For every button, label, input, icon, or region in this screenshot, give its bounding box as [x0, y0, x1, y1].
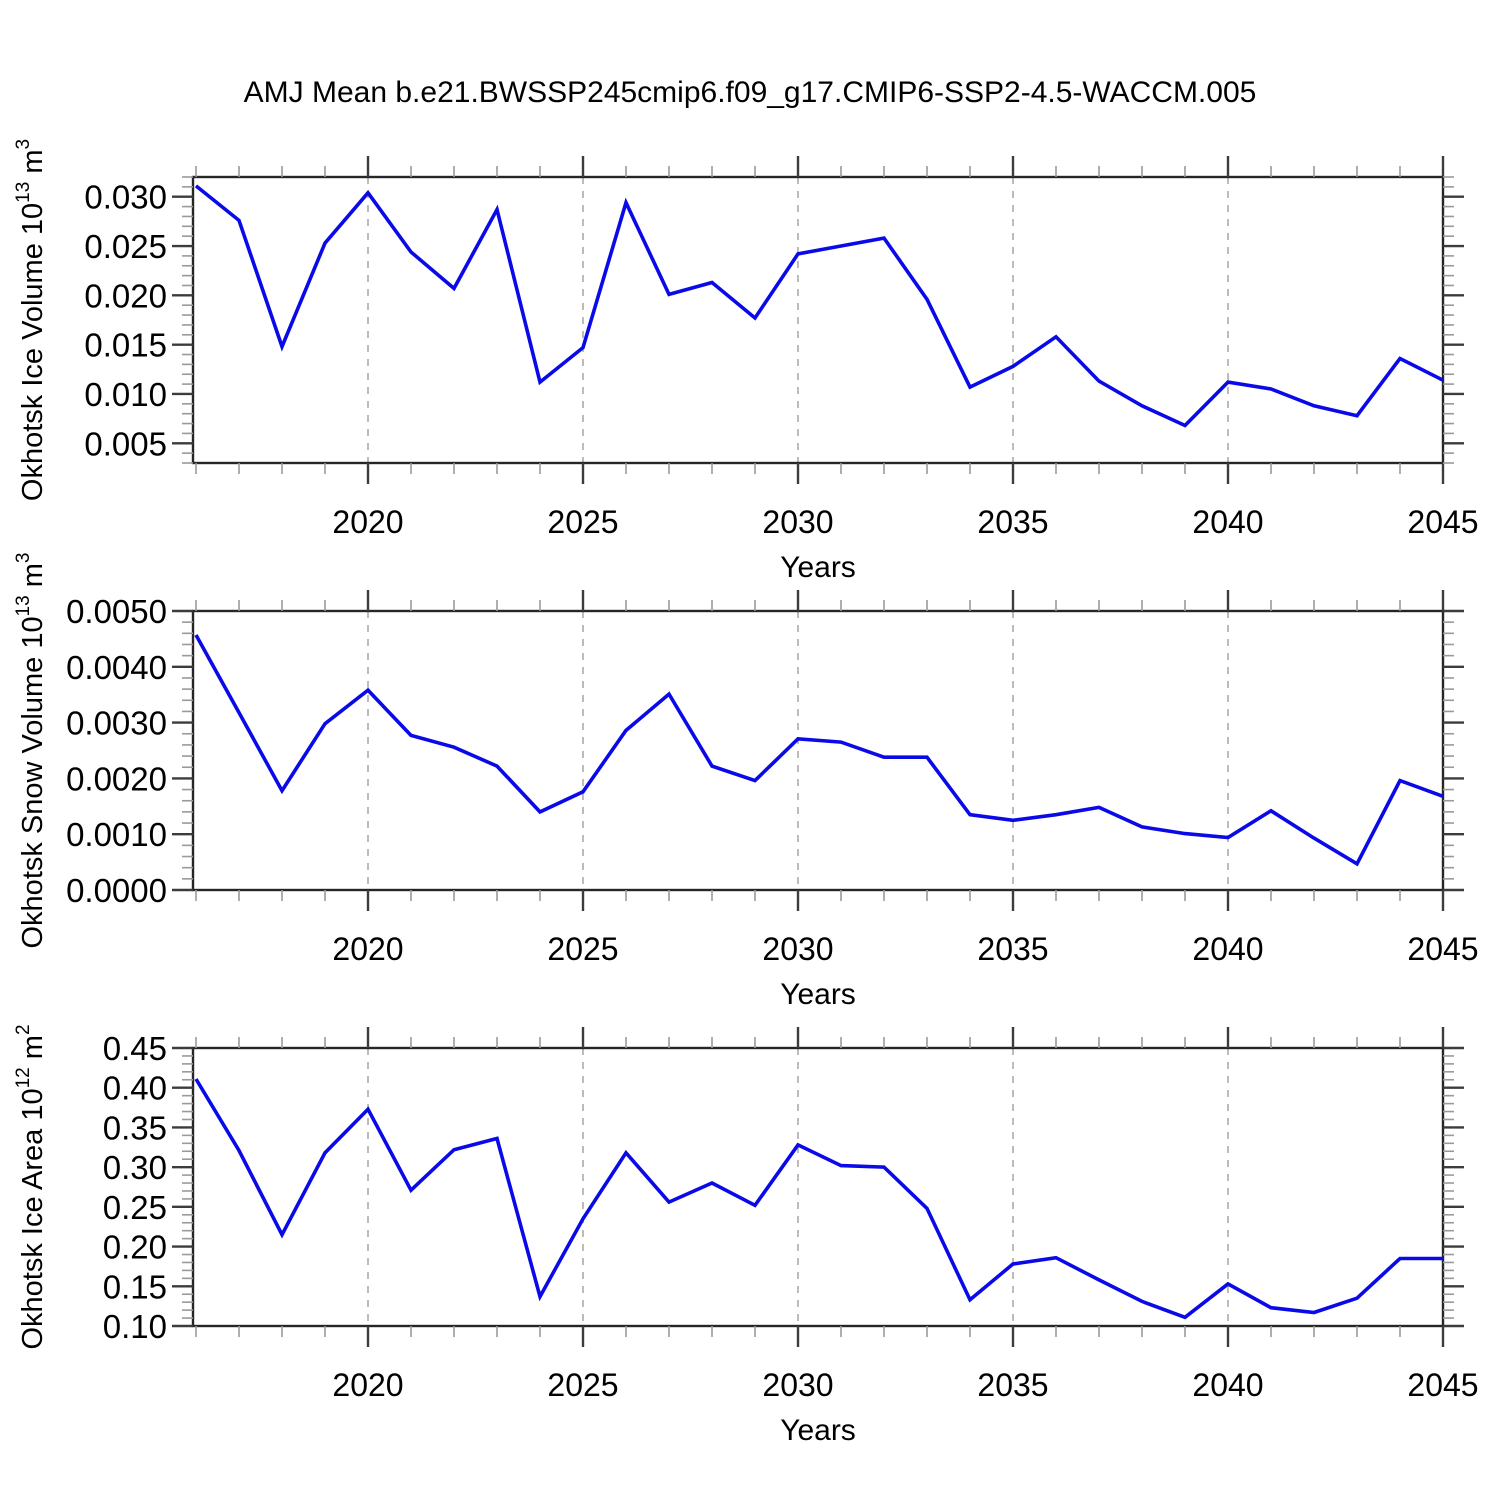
- x-axis-title: Years: [780, 1414, 856, 1447]
- x-tick-label: 2020: [332, 1367, 403, 1403]
- plot-frame: [191, 175, 1445, 465]
- x-axis-title: Years: [780, 551, 856, 584]
- y-tick-label: 0.005: [84, 425, 167, 462]
- x-tick-label: 2040: [1192, 1367, 1263, 1403]
- panel-okhotsk-ice-area: 0.100.150.200.250.300.350.400.45 2020 2025…: [13, 1024, 1479, 1447]
- y-tick-label: 0.30: [103, 1149, 167, 1186]
- y-tick-label: 0.15: [103, 1268, 167, 1305]
- x-ticks: [195, 156, 1445, 484]
- y-tick-label: 0.025: [84, 228, 167, 265]
- okhotsk-snow-volume-line: [194, 634, 1444, 867]
- x-tick-label: 2030: [762, 931, 833, 967]
- y-tick-labels: 0.005 0.010 0.015 0.020 0.025 0.030: [84, 179, 167, 463]
- y-tick-label: 0.030: [84, 179, 167, 216]
- x-ticks: [195, 1027, 1445, 1347]
- y-tick-label: 0.015: [84, 327, 167, 364]
- x-tick-label: 2020: [332, 504, 403, 540]
- okhotsk-ice-area-line: [194, 1078, 1443, 1320]
- y-ticks: [172, 176, 1464, 464]
- y-tick-label: 0.0050: [66, 593, 167, 630]
- y-tick-label: 0.20: [103, 1229, 167, 1266]
- x-axis-title: Years: [780, 978, 856, 1011]
- x-tick-label: 2035: [977, 931, 1048, 967]
- y-ticks: [172, 609, 1464, 892]
- x-tick-label: 2030: [762, 504, 833, 540]
- y-tick-label: 0.35: [103, 1109, 167, 1146]
- x-tick-label: 2045: [1407, 504, 1478, 540]
- y-tick-label: 0.020: [84, 277, 167, 314]
- gridlines: [367, 177, 1229, 463]
- plot-frame: [191, 1046, 1445, 1328]
- x-tick-labels: 2020 2025 2030 2035 2040 2045: [332, 1367, 1478, 1403]
- x-tick-label: 2030: [762, 1367, 833, 1403]
- y-tick-label: 0.10: [103, 1308, 167, 1345]
- gridlines: [367, 611, 1229, 890]
- y-tick-label: 0.45: [103, 1030, 167, 1067]
- y-tick-label: 0.0040: [66, 649, 167, 686]
- x-tick-label: 2025: [547, 504, 618, 540]
- x-tick-label: 2045: [1407, 931, 1478, 967]
- y-axis-title: Okhotsk Ice Area 1012 m2: [13, 1024, 49, 1349]
- plot-frame: [191, 609, 1445, 892]
- y-axis-title: Okhotsk Ice Volume 1013 m3: [13, 139, 49, 501]
- y-axis-title: Okhotsk Snow Volume 1013 m3: [13, 552, 49, 948]
- y-tick-label: 0.40: [103, 1070, 167, 1107]
- y-ticks: [172, 1046, 1464, 1328]
- x-tick-label: 2025: [547, 1367, 618, 1403]
- y-tick-label: 0.0010: [66, 816, 167, 853]
- x-tick-label: 2040: [1192, 931, 1263, 967]
- panel-okhotsk-snow-volume: 0.0000 0.0010 0.0020 0.0030 0.0040 0.0050 2020…: [13, 552, 1479, 1011]
- x-tick-label: 2025: [547, 931, 618, 967]
- x-tick-labels: 2020 2025 2030 2035 2040 2045: [332, 504, 1478, 540]
- x-ticks: [195, 590, 1445, 911]
- y-tick-label: 0.0030: [66, 705, 167, 742]
- x-tick-label: 2020: [332, 931, 403, 967]
- gridlines: [367, 1048, 1229, 1326]
- y-tick-label: 0.0020: [66, 760, 167, 797]
- y-tick-label: 0.0000: [66, 872, 167, 909]
- x-tick-label: 2035: [977, 504, 1048, 540]
- y-tick-labels: 0.0000 0.0010 0.0020 0.0030 0.0040 0.0050: [66, 593, 167, 909]
- okhotsk-ice-volume-line: [194, 184, 1444, 428]
- y-tick-label: 0.010: [84, 376, 167, 413]
- x-tick-label: 2040: [1192, 504, 1263, 540]
- figure-title: AMJ Mean b.e21.BWSSP245cmip6.f09_g17.CMI…: [243, 76, 1257, 109]
- y-tick-label: 0.25: [103, 1189, 167, 1226]
- x-tick-labels: 2020 2025 2030 2035 2040 2045: [332, 931, 1478, 967]
- x-tick-label: 2035: [977, 1367, 1048, 1403]
- x-tick-label: 2045: [1407, 1367, 1478, 1403]
- y-tick-labels: 0.100.150.200.250.300.350.400.45: [103, 1030, 167, 1345]
